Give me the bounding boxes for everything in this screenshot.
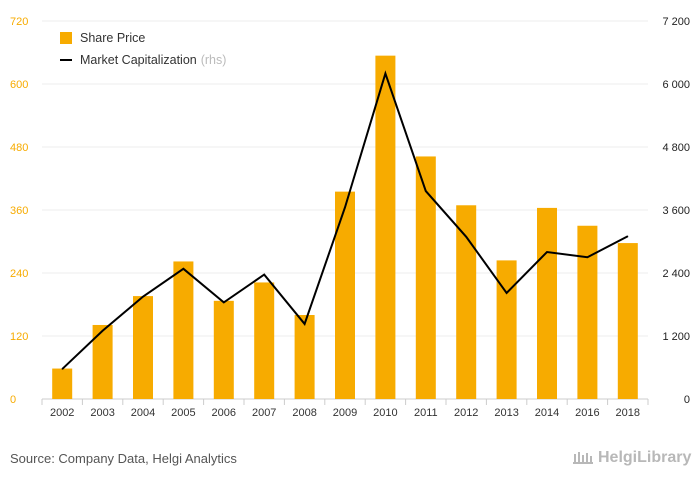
bar-share-price xyxy=(577,225,598,399)
bar-share-price xyxy=(617,243,638,399)
y-left-tick-label: 480 xyxy=(10,142,28,154)
x-tick-label: 2013 xyxy=(494,407,518,419)
x-tick-label: 2004 xyxy=(131,407,155,419)
y-right-tick-label: 6 000 xyxy=(662,79,690,91)
source-note: Source: Company Data, Helgi Analytics xyxy=(10,451,237,466)
x-tick-label: 2014 xyxy=(535,407,559,419)
bar-share-price xyxy=(52,368,73,399)
point-market-cap xyxy=(586,256,588,258)
bar-share-price xyxy=(213,300,234,399)
x-tick-label: 2006 xyxy=(212,407,236,419)
legend-swatch-market-cap xyxy=(60,59,72,61)
y-right-tick-label: 2 400 xyxy=(662,268,690,280)
point-market-cap xyxy=(384,73,386,74)
x-tick-label: 2018 xyxy=(616,407,640,419)
bar-share-price xyxy=(254,282,275,399)
legend-label-market-cap: Market Capitalization xyxy=(80,53,197,67)
y-right-tick-label: 7 200 xyxy=(662,16,690,28)
brand-name: HelgiLibrary xyxy=(598,449,692,466)
point-market-cap xyxy=(142,296,144,298)
bar-share-price xyxy=(294,315,315,399)
bar-share-price xyxy=(456,205,477,399)
bar-share-price xyxy=(496,260,517,399)
point-market-cap xyxy=(344,206,346,208)
x-tick-label: 2005 xyxy=(171,407,195,419)
y-right-tick-label: 0 xyxy=(684,394,690,406)
x-tick-label: 2003 xyxy=(90,407,114,419)
y-left-tick-label: 600 xyxy=(10,79,28,91)
bar-share-price xyxy=(335,191,355,399)
point-market-cap xyxy=(263,274,265,276)
point-market-cap xyxy=(465,236,467,238)
point-market-cap xyxy=(425,190,427,192)
bar-share-price xyxy=(133,296,153,399)
y-right-tick-label: 4 800 xyxy=(662,142,690,154)
x-tick-label: 2012 xyxy=(454,407,478,419)
point-market-cap xyxy=(182,268,184,270)
x-tick-label: 2011 xyxy=(414,407,438,419)
legend-label-share-price: Share Price xyxy=(80,31,146,45)
y-left-tick-label: 0 xyxy=(10,394,16,406)
y-left-tick-label: 120 xyxy=(10,331,28,343)
y-right-tick-label: 3 600 xyxy=(662,205,690,217)
library-icon xyxy=(573,452,593,464)
y-left-tick-label: 240 xyxy=(10,268,28,280)
y-left-tick-label: 360 xyxy=(10,205,28,217)
bar-share-price xyxy=(415,156,436,399)
brand-logo[interactable]: HelgiLibrary xyxy=(572,449,691,467)
legend-note-rhs: (rhs) xyxy=(200,53,227,67)
bar-share-price xyxy=(92,324,113,399)
legend-item-share-price[interactable]: Share Price xyxy=(60,27,226,49)
legend-swatch-share-price xyxy=(60,32,72,44)
point-market-cap xyxy=(102,330,104,332)
point-market-cap xyxy=(223,301,225,303)
x-tick-label: 2016 xyxy=(575,407,599,419)
point-market-cap xyxy=(546,251,548,253)
point-market-cap xyxy=(506,292,508,294)
bar-share-price xyxy=(173,261,194,399)
legend-item-market-cap[interactable]: Market Capitalization (rhs) xyxy=(60,49,226,71)
y-left-tick-label: 720 xyxy=(10,16,28,28)
legend: Share Price Market Capitalization (rhs) xyxy=(60,27,226,71)
bar-share-price xyxy=(375,55,396,400)
point-market-cap xyxy=(304,323,306,325)
x-tick-label: 2008 xyxy=(292,407,316,419)
point-market-cap xyxy=(627,235,629,237)
x-tick-label: 2009 xyxy=(333,407,357,419)
bar-share-price xyxy=(537,207,557,399)
y-right-tick-label: 1 200 xyxy=(662,331,690,343)
point-market-cap xyxy=(61,368,63,370)
x-tick-label: 2010 xyxy=(373,407,397,419)
x-tick-label: 2007 xyxy=(252,407,276,419)
x-tick-label: 2002 xyxy=(50,407,74,419)
